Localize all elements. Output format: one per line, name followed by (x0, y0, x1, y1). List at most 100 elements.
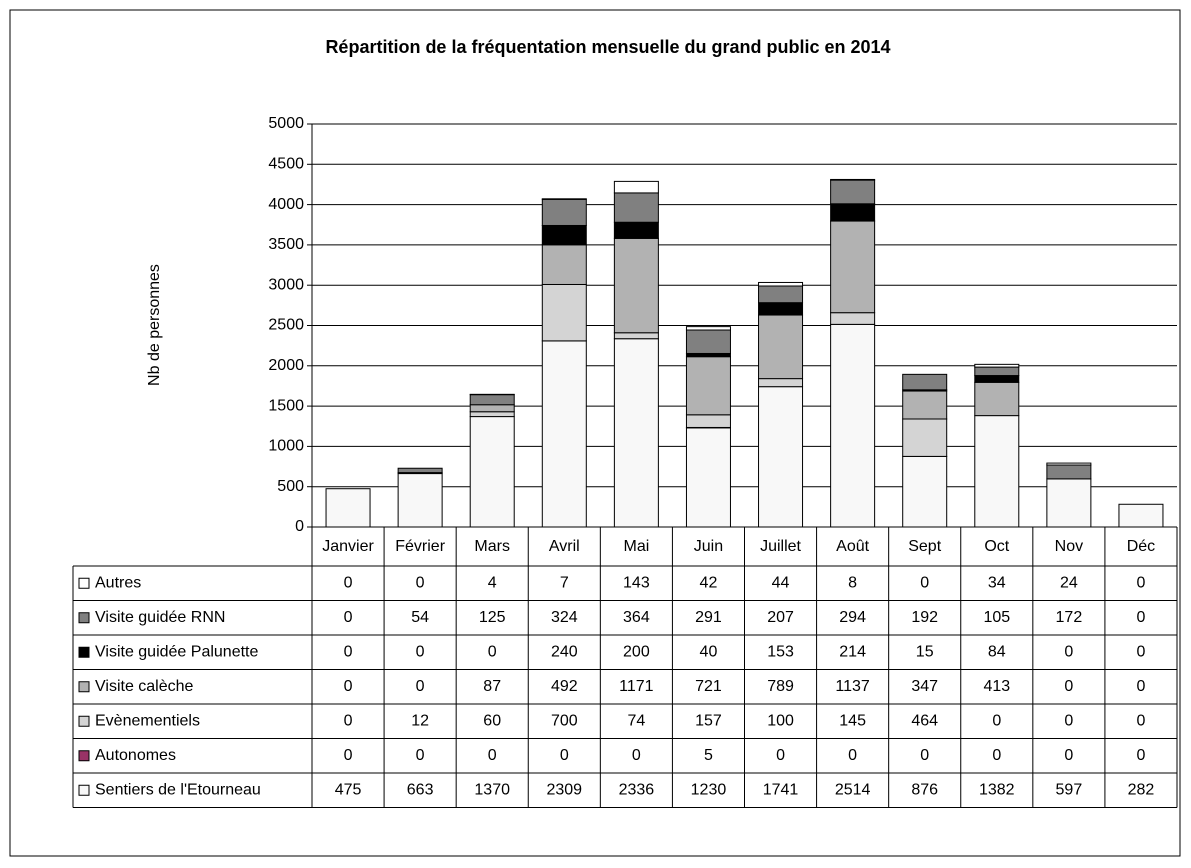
legend-label: Autonomes (95, 747, 176, 764)
table-value: 4 (488, 574, 497, 591)
bar-segment (974, 415, 1020, 528)
table-value: 0 (776, 747, 785, 764)
bar-segment (685, 326, 731, 331)
bar-segment (469, 404, 515, 413)
bar-segment (685, 356, 731, 416)
bar-segment (902, 390, 948, 420)
x-tick-label: Juin (694, 538, 723, 555)
table-value: 172 (1056, 609, 1083, 626)
legend-key (78, 784, 90, 796)
x-tick-label: Mai (623, 538, 649, 555)
table-value: 0 (1064, 712, 1073, 729)
y-tick-label: 4000 (268, 196, 304, 213)
table-value: 42 (700, 574, 718, 591)
y-tick-label: 1500 (268, 397, 304, 414)
table-value: 12 (411, 712, 429, 729)
bar-segment (541, 283, 587, 342)
bar-segment (541, 340, 587, 528)
table-value: 475 (335, 781, 362, 798)
y-tick-label: 3000 (268, 276, 304, 293)
bar-segment (830, 220, 876, 314)
bar-segment (469, 411, 515, 418)
table-value: 0 (1137, 609, 1146, 626)
bar-segment (685, 329, 731, 354)
table-value: 84 (988, 643, 1006, 660)
table-value: 413 (983, 678, 1010, 695)
table-value: 0 (1137, 747, 1146, 764)
legend-key (78, 750, 90, 762)
legend-label: Autres (95, 574, 141, 591)
table-value: 2309 (546, 781, 582, 798)
table-value: 0 (992, 747, 1001, 764)
table-value: 0 (1137, 678, 1146, 695)
legend-key (78, 646, 90, 658)
bar-segment (613, 192, 659, 223)
table-value: 2514 (835, 781, 871, 798)
x-tick-label: Mars (474, 538, 510, 555)
bar-segment (830, 178, 876, 181)
table-value: 74 (627, 712, 645, 729)
table-value: 324 (551, 609, 578, 626)
x-tick-label: Nov (1055, 538, 1083, 555)
table-value: 876 (911, 781, 938, 798)
bar-segment (974, 381, 1020, 417)
table-value: 282 (1128, 781, 1155, 798)
table-value: 789 (767, 678, 794, 695)
y-tick-label: 3500 (268, 236, 304, 253)
bar-segment (1046, 464, 1092, 480)
x-tick-label: Février (395, 538, 445, 555)
bar-segment (397, 473, 443, 528)
table-value: 8 (848, 574, 857, 591)
bar-segment (685, 414, 731, 428)
table-value: 0 (416, 574, 425, 591)
legend-key (78, 612, 90, 624)
table-value: 87 (483, 678, 501, 695)
table-value: 54 (411, 609, 429, 626)
table-value: 153 (767, 643, 794, 660)
legend-label: Evènementiels (95, 712, 200, 729)
table-value: 0 (344, 747, 353, 764)
table-value: 15 (916, 643, 934, 660)
y-tick-label: 2500 (268, 317, 304, 334)
bar-segment (758, 285, 804, 304)
table-value: 0 (488, 643, 497, 660)
table-value: 0 (920, 574, 929, 591)
table-value: 0 (416, 678, 425, 695)
bar-segment (685, 427, 731, 528)
table-value: 34 (988, 574, 1006, 591)
bar-segment (902, 373, 948, 391)
legend-key (78, 577, 90, 589)
table-value: 240 (551, 643, 578, 660)
table-value: 492 (551, 678, 578, 695)
table-value: 721 (695, 678, 722, 695)
bar-segment (613, 180, 659, 194)
x-tick-label: Oct (984, 538, 1009, 555)
bar-segment (541, 198, 587, 200)
bar-segment (758, 378, 804, 388)
table-value: 597 (1056, 781, 1083, 798)
table-value: 200 (623, 643, 650, 660)
table-value: 105 (983, 609, 1010, 626)
table-value: 0 (488, 747, 497, 764)
table-value: 1137 (835, 678, 870, 695)
bar-segment (902, 418, 948, 457)
bar-segment (541, 198, 587, 226)
table-value: 157 (695, 712, 722, 729)
table-value: 60 (483, 712, 501, 729)
bar-segment (613, 338, 659, 528)
table-value: 0 (344, 678, 353, 695)
table-value: 40 (700, 643, 718, 660)
table-value: 192 (911, 609, 938, 626)
table-value: 291 (695, 609, 722, 626)
table-value: 1370 (474, 781, 510, 798)
y-tick-label: 2000 (268, 357, 304, 374)
table-value: 0 (1137, 712, 1146, 729)
bar-segment (397, 467, 443, 474)
table-value: 143 (623, 574, 650, 591)
y-axis-label: Nb de personnes (146, 264, 163, 386)
x-tick-label: Sept (908, 538, 941, 555)
table-value: 294 (839, 609, 866, 626)
table-value: 0 (1137, 574, 1146, 591)
bar-segment (325, 488, 371, 528)
legend-label: Sentiers de l'Etourneau (95, 781, 261, 798)
